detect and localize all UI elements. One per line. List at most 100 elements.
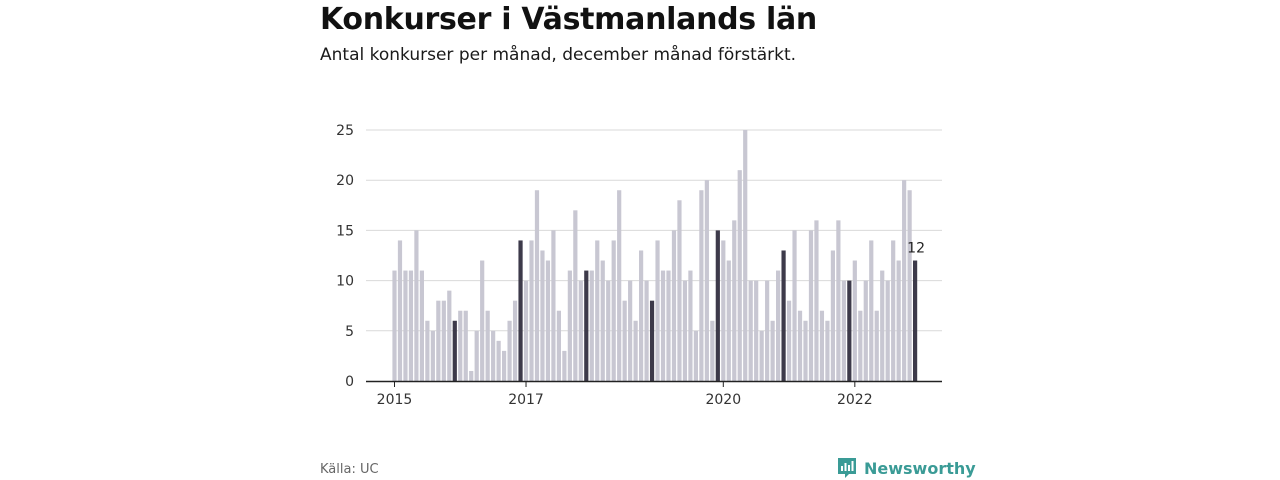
bar bbox=[819, 310, 825, 381]
source-note: Källa: UC bbox=[320, 462, 379, 477]
axes: 0 5 10 15 20 25 12 2015 2017 2020 2022 bbox=[336, 123, 942, 408]
bar bbox=[403, 270, 408, 381]
bar bbox=[617, 190, 622, 381]
bar-december bbox=[649, 300, 655, 381]
bar bbox=[863, 280, 868, 381]
bar bbox=[578, 280, 583, 381]
bar bbox=[502, 350, 507, 381]
bar bbox=[693, 330, 698, 381]
bar bbox=[737, 170, 742, 381]
bar bbox=[688, 270, 693, 381]
bar bbox=[732, 220, 737, 381]
bar bbox=[748, 280, 753, 381]
bar bbox=[704, 180, 709, 381]
bar bbox=[880, 270, 885, 381]
y-tick-label: 20 bbox=[336, 173, 354, 189]
y-tick-label: 0 bbox=[345, 374, 354, 390]
y-tick-label: 15 bbox=[336, 223, 354, 239]
bar bbox=[507, 320, 512, 381]
bar bbox=[836, 220, 841, 381]
bar bbox=[633, 320, 638, 381]
bar bbox=[485, 310, 490, 381]
bar bbox=[682, 280, 688, 381]
bar bbox=[589, 270, 594, 381]
bar bbox=[776, 270, 781, 381]
chart-title: Konkurser i Västmanlands län bbox=[320, 2, 817, 37]
bar bbox=[436, 300, 441, 381]
y-tick-label: 5 bbox=[345, 324, 354, 340]
bar bbox=[573, 210, 578, 381]
bar bbox=[529, 240, 534, 381]
bar-december bbox=[715, 230, 720, 381]
bar-december bbox=[847, 280, 852, 381]
bar bbox=[611, 240, 616, 381]
bar bbox=[447, 290, 452, 381]
bar bbox=[430, 330, 435, 381]
bar bbox=[463, 310, 468, 381]
latest-value-label: 12 bbox=[907, 241, 925, 257]
bar bbox=[408, 270, 414, 381]
brand-logo[interactable]: Newsworthy bbox=[836, 456, 976, 480]
x-tick-label: 2022 bbox=[837, 392, 873, 408]
bar bbox=[852, 260, 857, 381]
bar bbox=[496, 340, 501, 381]
bar bbox=[797, 310, 803, 381]
bar bbox=[474, 330, 479, 381]
bar bbox=[441, 300, 446, 381]
bar bbox=[907, 190, 912, 381]
bar bbox=[660, 270, 666, 381]
bar bbox=[677, 200, 682, 381]
bar bbox=[540, 250, 545, 381]
bar bbox=[562, 350, 567, 381]
bar bbox=[710, 320, 715, 381]
bar bbox=[721, 240, 726, 381]
bar bbox=[885, 280, 890, 381]
bar bbox=[770, 320, 775, 381]
bar bbox=[743, 130, 748, 381]
bar bbox=[671, 230, 677, 381]
bar bbox=[545, 260, 551, 381]
bar bbox=[556, 310, 561, 381]
bar bbox=[458, 310, 463, 381]
bar bbox=[628, 280, 633, 381]
bar bbox=[765, 280, 770, 381]
bar bbox=[830, 250, 835, 381]
bar bbox=[512, 300, 518, 381]
bar bbox=[567, 270, 572, 381]
bar bbox=[808, 230, 814, 381]
bar bbox=[902, 180, 907, 381]
bar bbox=[644, 280, 649, 381]
bar bbox=[792, 230, 797, 381]
bar bbox=[754, 280, 759, 381]
bar bbox=[595, 240, 600, 381]
x-tick-label: 2017 bbox=[508, 392, 544, 408]
bar-chart-logo-icon bbox=[838, 458, 856, 478]
bar bbox=[869, 240, 874, 381]
bar-december bbox=[518, 240, 523, 381]
bar bbox=[803, 320, 808, 381]
bars bbox=[392, 130, 918, 381]
bar bbox=[480, 260, 485, 381]
bar bbox=[874, 310, 879, 381]
x-tick-label: 2015 bbox=[377, 392, 413, 408]
bar bbox=[786, 300, 792, 381]
bar bbox=[414, 230, 419, 381]
chart-subtitle: Antal konkurser per månad, december måna… bbox=[320, 45, 797, 65]
bar bbox=[666, 270, 671, 381]
bar bbox=[726, 260, 731, 381]
bar-december bbox=[584, 270, 589, 381]
bar bbox=[392, 270, 397, 381]
y-tick-label: 25 bbox=[336, 123, 354, 139]
bar bbox=[891, 240, 896, 381]
bar bbox=[606, 280, 611, 381]
bar bbox=[814, 220, 819, 381]
bar bbox=[622, 300, 627, 381]
bar bbox=[896, 260, 901, 381]
bar bbox=[397, 240, 403, 381]
bar bbox=[551, 230, 556, 381]
bar bbox=[825, 320, 830, 381]
bar bbox=[858, 310, 863, 381]
brand-name: Newsworthy bbox=[864, 458, 976, 478]
bar bbox=[534, 190, 540, 381]
